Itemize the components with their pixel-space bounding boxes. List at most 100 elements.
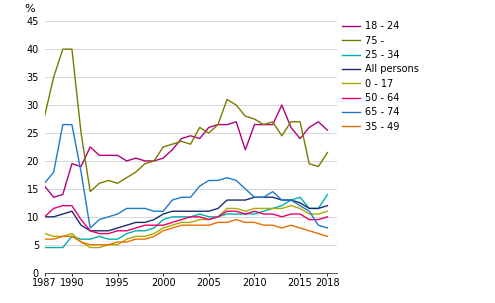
65 - 74 <box>114 212 121 216</box>
65 - 74 <box>124 207 130 210</box>
65 - 74 <box>224 176 230 179</box>
All persons <box>206 209 212 213</box>
25 - 34 <box>87 237 93 241</box>
18 - 24 <box>151 159 157 163</box>
0 - 17 <box>224 207 230 210</box>
65 - 74 <box>270 190 276 194</box>
Line: 75 -: 75 - <box>45 49 328 192</box>
75 - <box>288 120 294 124</box>
18 - 24 <box>243 148 248 152</box>
75 - <box>315 165 321 168</box>
35 - 49 <box>160 229 166 233</box>
50 - 64 <box>297 212 303 216</box>
18 - 24 <box>306 125 312 129</box>
25 - 34 <box>233 212 239 216</box>
0 - 17 <box>142 235 148 238</box>
50 - 64 <box>105 232 111 235</box>
75 - <box>179 140 185 143</box>
35 - 49 <box>315 232 321 235</box>
35 - 49 <box>78 240 84 244</box>
25 - 34 <box>50 246 56 249</box>
50 - 64 <box>114 229 121 233</box>
35 - 49 <box>105 243 111 247</box>
50 - 64 <box>243 212 248 216</box>
All persons <box>243 198 248 202</box>
0 - 17 <box>233 207 239 210</box>
65 - 74 <box>325 226 331 230</box>
25 - 34 <box>325 193 331 196</box>
All persons <box>251 195 257 199</box>
18 - 24 <box>297 137 303 140</box>
65 - 74 <box>261 195 267 199</box>
Line: 65 - 74: 65 - 74 <box>45 125 328 228</box>
0 - 17 <box>160 226 166 230</box>
Line: 50 - 64: 50 - 64 <box>45 206 328 234</box>
25 - 34 <box>270 207 276 210</box>
25 - 34 <box>224 212 230 216</box>
25 - 34 <box>179 215 185 219</box>
50 - 64 <box>151 223 157 227</box>
65 - 74 <box>233 179 239 182</box>
50 - 64 <box>206 218 212 221</box>
0 - 17 <box>78 240 84 244</box>
18 - 24 <box>169 148 175 152</box>
25 - 34 <box>105 237 111 241</box>
25 - 34 <box>279 204 285 208</box>
75 - <box>279 134 285 138</box>
0 - 17 <box>50 235 56 238</box>
35 - 49 <box>124 240 130 244</box>
0 - 17 <box>243 209 248 213</box>
25 - 34 <box>160 218 166 221</box>
25 - 34 <box>288 198 294 202</box>
35 - 49 <box>215 221 221 224</box>
Line: 0 - 17: 0 - 17 <box>45 206 328 248</box>
75 - <box>142 162 148 165</box>
50 - 64 <box>97 232 102 235</box>
0 - 17 <box>151 232 157 235</box>
50 - 64 <box>179 218 185 221</box>
18 - 24 <box>224 123 230 126</box>
35 - 49 <box>297 226 303 230</box>
65 - 74 <box>243 187 248 191</box>
65 - 74 <box>197 184 202 188</box>
All persons <box>160 212 166 216</box>
65 - 74 <box>215 179 221 182</box>
25 - 34 <box>60 246 66 249</box>
0 - 17 <box>124 237 130 241</box>
25 - 34 <box>169 215 175 219</box>
35 - 49 <box>224 221 230 224</box>
0 - 17 <box>97 246 102 249</box>
25 - 34 <box>315 207 321 210</box>
35 - 49 <box>188 223 194 227</box>
25 - 34 <box>114 237 121 241</box>
All persons <box>179 209 185 213</box>
50 - 64 <box>197 215 202 219</box>
All persons <box>197 209 202 213</box>
18 - 24 <box>50 195 56 199</box>
75 - <box>224 98 230 101</box>
0 - 17 <box>215 215 221 219</box>
25 - 34 <box>261 209 267 213</box>
18 - 24 <box>315 120 321 124</box>
75 - <box>50 75 56 79</box>
25 - 34 <box>206 215 212 219</box>
0 - 17 <box>206 218 212 221</box>
18 - 24 <box>279 103 285 107</box>
35 - 49 <box>206 223 212 227</box>
75 - <box>42 115 48 118</box>
65 - 74 <box>306 209 312 213</box>
0 - 17 <box>105 243 111 247</box>
18 - 24 <box>160 156 166 160</box>
25 - 34 <box>133 229 139 233</box>
75 - <box>188 142 194 146</box>
18 - 24 <box>261 123 267 126</box>
75 - <box>133 170 139 174</box>
25 - 34 <box>42 246 48 249</box>
65 - 74 <box>60 123 66 126</box>
35 - 49 <box>97 243 102 247</box>
All persons <box>50 215 56 219</box>
18 - 24 <box>87 145 93 149</box>
50 - 64 <box>315 218 321 221</box>
Line: All persons: All persons <box>45 197 328 231</box>
50 - 64 <box>251 209 257 213</box>
